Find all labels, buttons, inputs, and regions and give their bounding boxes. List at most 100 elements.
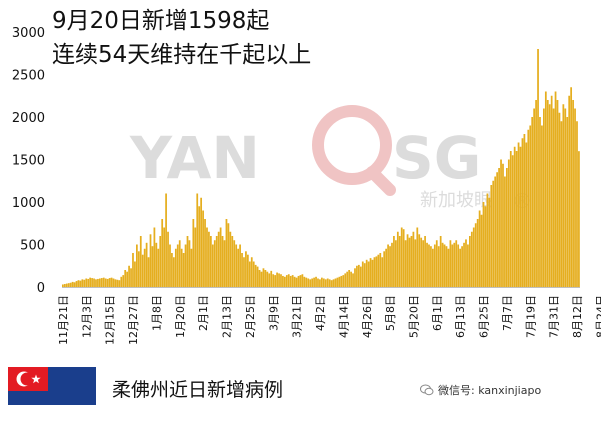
bar: [258, 270, 261, 287]
bar: [215, 236, 218, 287]
bar: [369, 258, 372, 287]
y-tick-label: 1000: [12, 196, 45, 211]
bar: [377, 254, 380, 287]
bar: [102, 277, 105, 287]
bar: [114, 279, 117, 287]
bar: [225, 219, 228, 287]
chart-caption: 柔佛州近日新增病例: [112, 379, 284, 401]
bar: [295, 277, 298, 287]
bar: [178, 240, 181, 287]
bar: [301, 274, 304, 287]
bar: [437, 246, 440, 287]
bar: [354, 268, 356, 287]
x-tick-label: 3月21日: [291, 295, 304, 338]
bar: [395, 240, 397, 287]
bar: [406, 234, 409, 287]
bar: [161, 219, 164, 287]
bar: [546, 100, 549, 287]
x-tick-label: 6月25日: [478, 295, 491, 338]
bar: [176, 244, 179, 287]
bar: [75, 281, 78, 287]
bar: [274, 275, 277, 287]
bar: [426, 242, 428, 287]
bar: [202, 210, 204, 287]
y-tick-label: 2000: [12, 111, 45, 126]
bar: [285, 275, 288, 287]
bar: [527, 129, 530, 287]
bar: [229, 231, 232, 287]
bar: [470, 231, 473, 287]
bar: [108, 278, 111, 287]
bar: [208, 231, 210, 287]
bar: [498, 168, 500, 287]
bar: [525, 142, 528, 287]
chart-title-line2: 连续54天维持在千起以上: [52, 42, 312, 68]
bar: [305, 277, 308, 287]
bar: [367, 261, 370, 287]
bar: [554, 91, 557, 287]
y-tick-label: 500: [20, 239, 45, 254]
bar: [141, 254, 144, 287]
bar: [361, 261, 364, 287]
bar: [572, 100, 574, 287]
bar: [155, 242, 158, 287]
bar: [336, 277, 339, 287]
bar: [350, 271, 352, 287]
bar: [326, 278, 329, 287]
x-tick-label: 6月1日: [431, 295, 444, 331]
x-axis: 11月21日 12月3日 12月15日 12月27日 1月8日 1月20日 2月1日 2月13…: [57, 287, 601, 345]
watermark-text-left: YAN: [129, 124, 260, 192]
bar: [116, 279, 119, 287]
bar: [400, 227, 403, 287]
bar: [307, 278, 310, 287]
bar: [465, 239, 467, 287]
bar: [371, 259, 374, 287]
bar: [461, 246, 463, 287]
bar: [276, 272, 278, 287]
bar: [287, 274, 290, 287]
bar: [124, 270, 127, 287]
bar: [570, 87, 573, 287]
bar: [381, 257, 384, 287]
watermark-text-right: SG: [392, 124, 481, 192]
bar: [139, 236, 142, 287]
x-tick-label: 3月9日: [267, 295, 280, 331]
x-tick-label: 11月21日: [57, 295, 70, 345]
bar: [373, 257, 376, 287]
bar: [459, 248, 462, 287]
bar: [356, 265, 358, 287]
bar: [451, 244, 454, 287]
bar: [412, 231, 415, 287]
bar: [174, 248, 177, 287]
bar: [190, 248, 193, 287]
bar: [235, 244, 238, 287]
bar: [210, 236, 212, 287]
bar: [319, 279, 321, 287]
bar: [474, 223, 477, 287]
bar: [149, 234, 152, 287]
bar: [439, 236, 442, 287]
x-tick-label: 4月14日: [337, 295, 350, 338]
y-tick-label: 1500: [12, 154, 45, 169]
bar: [507, 159, 510, 287]
bar: [173, 257, 175, 287]
bar: [387, 244, 389, 287]
bar: [330, 280, 333, 287]
bar: [254, 264, 257, 287]
bar: [574, 108, 576, 287]
bar: [213, 240, 216, 287]
bar: [445, 246, 448, 287]
bar: [243, 257, 245, 287]
bar: [422, 240, 425, 287]
bar: [309, 279, 312, 287]
bar: [560, 121, 563, 287]
bar: [248, 261, 251, 287]
bar: [535, 100, 537, 287]
bar: [541, 125, 543, 287]
bar: [408, 237, 411, 287]
bar: [435, 240, 438, 287]
bar: [548, 104, 551, 287]
bar: [531, 117, 534, 287]
bar: [472, 227, 475, 287]
bar: [110, 277, 113, 287]
